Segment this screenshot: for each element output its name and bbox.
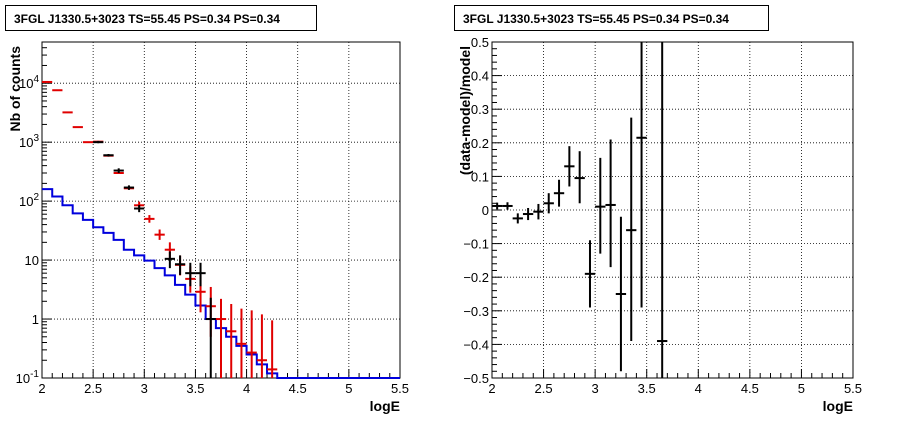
x-tick-label: 3 [592, 381, 599, 396]
x-tick-label: 2 [488, 381, 495, 396]
x-tick-label: 4.5 [741, 381, 759, 396]
model-step-line [42, 188, 400, 379]
x-tick-label: 5 [798, 381, 805, 396]
x-tick-label: 4 [695, 381, 702, 396]
chart-title-right: 3FGL J1330.5+3023 TS=55.45 PS=0.34 PS=0.… [454, 5, 769, 31]
y-tick-label: 0.2 [471, 136, 489, 151]
spectrum-pad: 3FGL J1330.5+3023 TS=55.45 PS=0.34 PS=0.… [5, 5, 409, 414]
y-tick-label: 0.1 [471, 169, 489, 184]
x-axis-title: logE [823, 398, 853, 414]
y-axis-title: Nb of counts [7, 46, 23, 132]
y-tick-label: −0.2 [463, 270, 489, 285]
x-axis-title: logE [370, 398, 400, 414]
y-tick-label: 1 [32, 312, 39, 327]
y-tick-label: 102 [19, 192, 39, 209]
residual-pad: 3FGL J1330.5+3023 TS=55.45 PS=0.34 PS=0.… [449, 0, 898, 421]
x-tick-label: 5.5 [391, 381, 409, 396]
chart-title-left: 3FGL J1330.5+3023 TS=55.45 PS=0.34 PS=0.… [5, 5, 317, 31]
y-tick-label: −0.1 [463, 237, 489, 252]
y-tick-label: 10-1 [16, 369, 40, 386]
y-tick-label: 0.4 [471, 69, 489, 84]
x-tick-label: 3.5 [638, 381, 656, 396]
y-tick-label: 0 [482, 203, 489, 218]
x-tick-label: 3 [141, 381, 148, 396]
y-tick-label: 0.3 [471, 102, 489, 117]
y-axis-title: (data-model)/model [457, 46, 473, 175]
y-tick-label: 10 [25, 253, 39, 268]
residual-chart: 2 2.5 3 3.5 4 4.5 5 5.5 0.5 0.4 0.3 0.2 0.1 0 −0.1 −0.2… [457, 35, 862, 414]
y-tick-label: 0.5 [471, 35, 489, 50]
x-tick-label: 5 [345, 381, 352, 396]
x-tick-label: 2.5 [84, 381, 102, 396]
y-tick-label: 104 [19, 74, 39, 91]
x-tick-label: 4 [243, 381, 250, 396]
x-tick-label: 2 [38, 381, 45, 396]
y-tick-label: −0.5 [463, 371, 489, 386]
x-tick-label: 2.5 [535, 381, 553, 396]
y-tick-label: −0.4 [463, 337, 489, 352]
x-tick-label: 5.5 [844, 381, 862, 396]
x-tick-label: 3.5 [186, 381, 204, 396]
y-tick-label: 103 [19, 133, 39, 150]
x-tick-label: 4.5 [289, 381, 307, 396]
y-tick-label: −0.3 [463, 304, 489, 319]
